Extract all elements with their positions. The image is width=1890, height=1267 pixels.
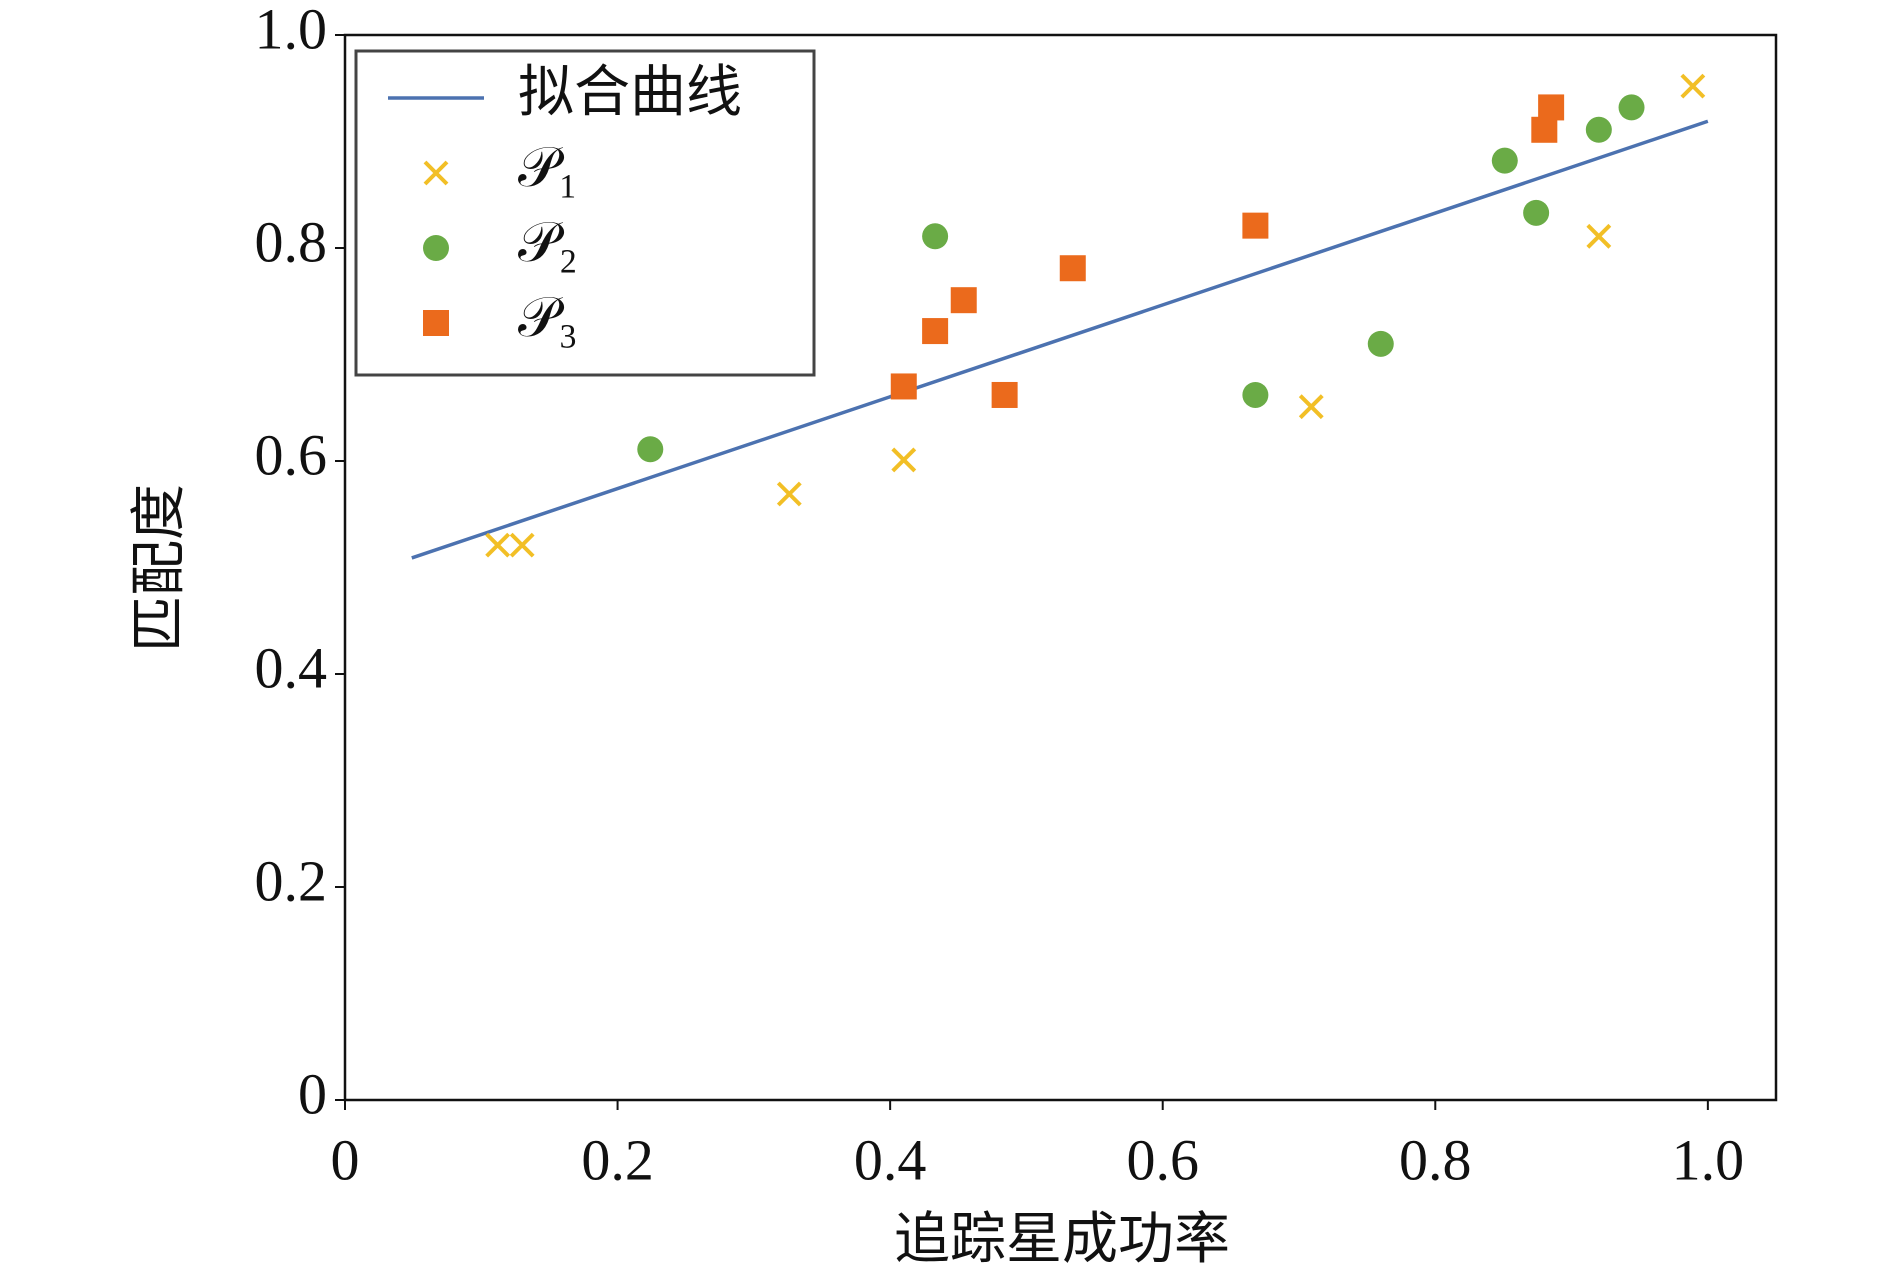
x-marker <box>485 532 511 558</box>
y-tick-label: 0.8 <box>255 209 328 274</box>
legend-label: 𝒫₃ <box>518 287 578 349</box>
x-tick-label: 0.8 <box>1399 1127 1472 1192</box>
y-tick-label: 0.6 <box>255 422 328 487</box>
circle-marker <box>1491 147 1518 174</box>
legend-label: 𝒫₁ <box>518 137 578 199</box>
fit-line <box>411 119 1709 560</box>
square-marker <box>423 310 449 336</box>
square-marker <box>1242 212 1269 239</box>
circle-marker <box>1523 199 1550 226</box>
y-tick-label: 1.0 <box>255 0 328 61</box>
y-axis-label: 匹配度 <box>129 484 191 652</box>
circle-marker <box>637 436 664 463</box>
x-marker <box>1586 223 1612 249</box>
x-marker <box>1680 73 1706 99</box>
legend: 拟合曲线 𝒫₁ 𝒫₂ 𝒫₃ <box>354 49 816 377</box>
square-marker <box>890 373 917 400</box>
y-tick-label: 0.2 <box>255 848 328 913</box>
legend-label: 𝒫₂ <box>518 212 578 274</box>
x-marker <box>423 160 449 186</box>
legend-label: 拟合曲线 <box>518 62 742 124</box>
square-marker <box>1538 94 1565 121</box>
x-tick-label: 0 <box>331 1127 360 1192</box>
x-axis-label: 追踪星成功率 <box>894 1209 1230 1267</box>
square-marker <box>1531 116 1558 143</box>
x-tick-label: 0.6 <box>1126 1127 1199 1192</box>
square-marker <box>1059 255 1086 282</box>
x-marker <box>776 481 802 507</box>
x-tick-label: 0.4 <box>854 1127 927 1192</box>
square-marker <box>950 287 977 314</box>
plot-frame <box>343 33 1778 1102</box>
circle-marker <box>1367 330 1394 357</box>
x-marker <box>509 532 535 558</box>
x-marker <box>1298 394 1324 420</box>
circle-marker <box>1585 116 1612 143</box>
x-tick-label: 0.2 <box>581 1127 654 1192</box>
x-marker <box>891 447 917 473</box>
circle-marker <box>423 235 449 261</box>
y-tick-label: 0 <box>298 1061 327 1126</box>
circle-marker <box>1242 381 1269 408</box>
circle-marker <box>922 223 949 250</box>
square-marker <box>922 318 949 345</box>
y-tick-label: 0.4 <box>255 635 328 700</box>
x-tick-label: 1.0 <box>1672 1127 1745 1192</box>
circle-marker <box>1618 94 1645 121</box>
square-marker <box>991 381 1018 408</box>
